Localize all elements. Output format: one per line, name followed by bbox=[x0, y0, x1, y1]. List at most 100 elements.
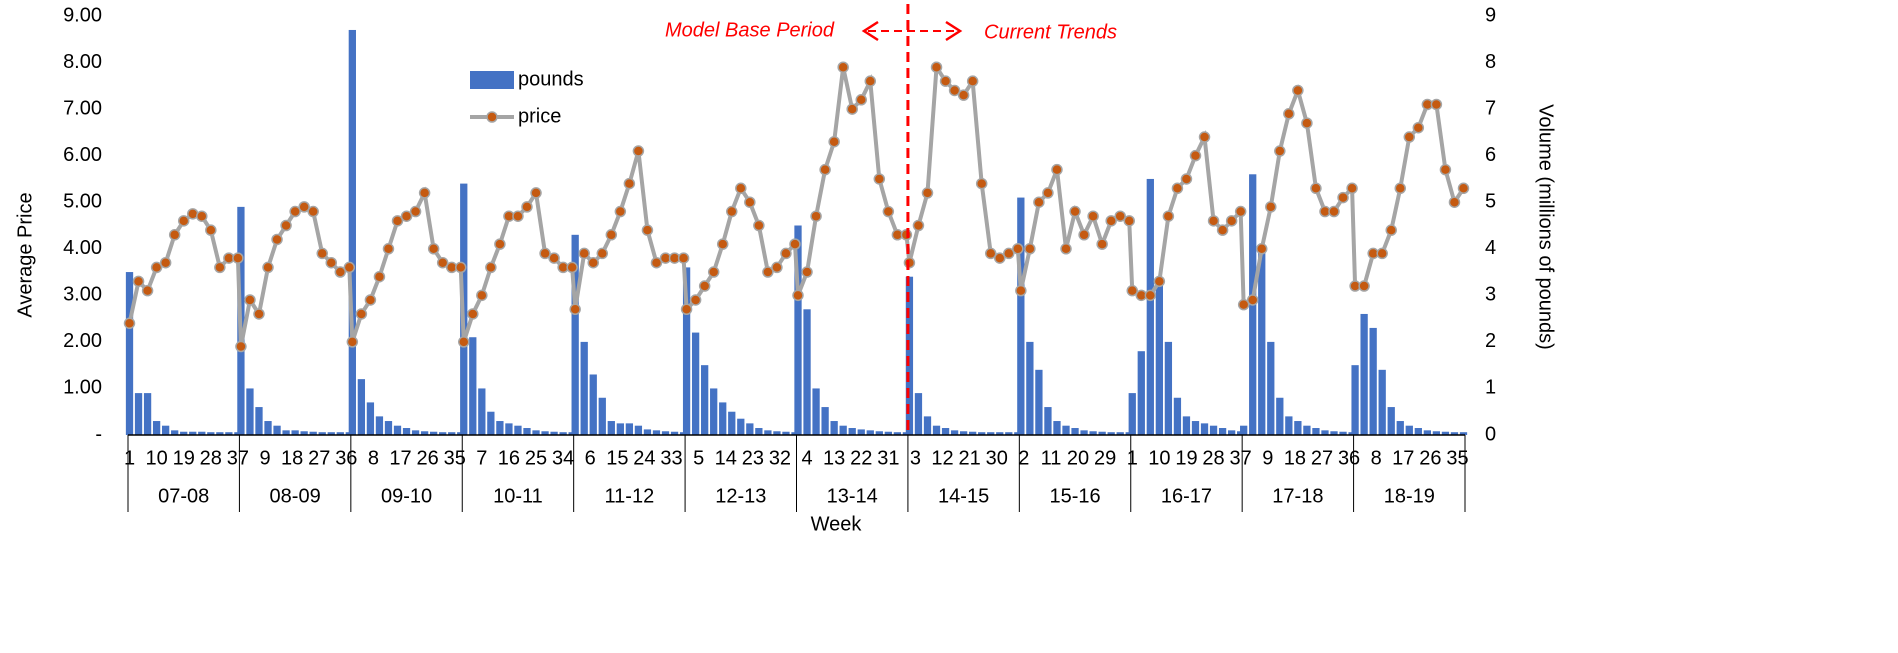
bar bbox=[1285, 416, 1293, 435]
bar bbox=[1017, 197, 1025, 435]
bar bbox=[728, 411, 736, 435]
season-label: 12-13 bbox=[715, 485, 766, 507]
x-tick-label: 13 bbox=[823, 447, 845, 469]
price-marker bbox=[325, 256, 338, 269]
bar bbox=[625, 423, 634, 435]
x-tick-label: 8 bbox=[1371, 447, 1382, 469]
season-label: 18-19 bbox=[1384, 485, 1435, 507]
price-marker bbox=[512, 210, 524, 222]
bar bbox=[1423, 430, 1432, 435]
season-label: 17-18 bbox=[1272, 485, 1323, 507]
x-tick-label: 21 bbox=[959, 447, 981, 469]
bar bbox=[1441, 431, 1450, 435]
price-marker bbox=[307, 205, 319, 218]
price-marker bbox=[373, 270, 386, 283]
price-marker bbox=[298, 201, 310, 213]
price-marker bbox=[912, 219, 925, 232]
bar bbox=[393, 425, 402, 435]
bar bbox=[1173, 397, 1182, 435]
x-tick-label: 18 bbox=[1284, 447, 1306, 469]
bar bbox=[848, 428, 856, 435]
price-marker bbox=[1126, 284, 1139, 297]
x-tick-label: 33 bbox=[660, 447, 682, 469]
price-marker bbox=[1274, 145, 1286, 157]
price-marker bbox=[1337, 191, 1349, 204]
bar bbox=[1080, 430, 1088, 435]
bar bbox=[550, 431, 558, 435]
bar bbox=[1200, 423, 1209, 435]
bar bbox=[1128, 393, 1136, 435]
x-axis-label: Week bbox=[811, 513, 863, 535]
x-tick-label: 27 bbox=[308, 447, 330, 469]
bar bbox=[1137, 351, 1145, 435]
bar bbox=[1218, 428, 1227, 435]
x-tick-label: 3 bbox=[910, 447, 921, 469]
bar bbox=[134, 393, 143, 435]
price-marker bbox=[753, 219, 765, 232]
x-tick-label: 17 bbox=[389, 447, 411, 469]
bar bbox=[969, 431, 977, 435]
price-marker bbox=[792, 289, 804, 302]
x-tick-label: 23 bbox=[742, 447, 764, 469]
bar bbox=[402, 428, 411, 435]
price-marker bbox=[707, 266, 720, 278]
x-tick-label: 31 bbox=[877, 447, 899, 469]
price-marker bbox=[1328, 205, 1340, 218]
price-marker bbox=[641, 224, 654, 236]
bar bbox=[857, 429, 865, 435]
price-marker bbox=[391, 215, 404, 227]
bar bbox=[1182, 416, 1191, 435]
bar bbox=[1098, 431, 1106, 435]
price-marker bbox=[123, 317, 136, 330]
price-marker bbox=[418, 187, 431, 199]
price-marker bbox=[1096, 238, 1108, 250]
price-marker bbox=[400, 210, 413, 222]
price-marker bbox=[1225, 215, 1238, 227]
bar bbox=[839, 425, 847, 435]
price-marker bbox=[966, 75, 979, 87]
bar bbox=[710, 388, 718, 435]
price-marker bbox=[1078, 229, 1090, 241]
bar bbox=[764, 430, 772, 435]
bar bbox=[143, 393, 152, 435]
bar bbox=[198, 431, 206, 435]
price-marker bbox=[921, 187, 934, 199]
price-marker bbox=[566, 261, 578, 274]
arrow-head bbox=[861, 20, 879, 42]
y-axis-label: Average Price bbox=[14, 192, 36, 317]
x-tick-label: 9 bbox=[259, 447, 270, 469]
bar bbox=[1432, 431, 1441, 435]
x-tick-label: 19 bbox=[1175, 447, 1197, 469]
legend-label: price bbox=[518, 105, 561, 127]
bar bbox=[812, 388, 820, 435]
price-marker bbox=[1153, 275, 1166, 288]
price-marker bbox=[1358, 280, 1370, 292]
price-marker bbox=[1015, 284, 1027, 297]
price-marker bbox=[485, 261, 497, 274]
bar bbox=[469, 337, 477, 435]
bar bbox=[366, 402, 375, 435]
annotation: Model Base Period bbox=[665, 19, 835, 41]
price-marker bbox=[253, 308, 265, 320]
price-marker bbox=[530, 187, 542, 199]
season-label: 09-10 bbox=[381, 485, 432, 507]
bar bbox=[384, 421, 393, 435]
bar bbox=[300, 431, 308, 435]
price-marker bbox=[1346, 182, 1358, 195]
price-marker bbox=[1457, 182, 1470, 195]
price-marker bbox=[864, 75, 877, 87]
y-tick-label: 1.00 bbox=[63, 377, 102, 399]
x-tick-label: 4 bbox=[801, 447, 812, 469]
price-marker bbox=[957, 89, 970, 101]
bar bbox=[1116, 432, 1124, 435]
price-marker bbox=[680, 303, 693, 316]
season-label: 16-17 bbox=[1161, 485, 1212, 507]
bar bbox=[216, 432, 224, 435]
bar bbox=[959, 431, 968, 435]
price-marker bbox=[1144, 289, 1157, 302]
price-marker bbox=[355, 308, 368, 320]
bar bbox=[318, 432, 326, 435]
y2-axis-label: Volume (millions of pounds) bbox=[1535, 104, 1557, 350]
bar bbox=[1035, 369, 1043, 435]
season-label: 14-15 bbox=[938, 485, 989, 507]
